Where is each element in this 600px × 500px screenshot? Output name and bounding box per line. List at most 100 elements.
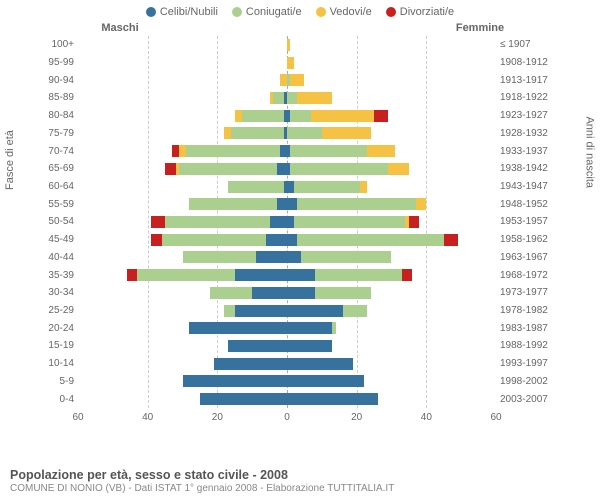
bar-segment [416, 198, 426, 210]
bar-female [287, 305, 496, 317]
bar-female [287, 145, 496, 157]
bar-female [287, 322, 496, 334]
age-label: 65-69 [44, 163, 74, 174]
age-label: 10-14 [44, 358, 74, 369]
bar-segment [287, 92, 297, 104]
bar-segment [189, 198, 276, 210]
bar-segment [287, 39, 290, 51]
bar-segment [287, 340, 332, 352]
bar-female [287, 269, 496, 281]
bar-segment [228, 181, 284, 193]
age-label: 85-89 [44, 92, 74, 103]
age-label: 45-49 [44, 234, 74, 245]
legend-swatch [316, 7, 326, 17]
bar-segment [137, 269, 235, 281]
pyramid-row: 50-541953-1957 [78, 213, 496, 231]
pyramid-row: 70-741933-1937 [78, 142, 496, 160]
x-tick: 60 [72, 412, 83, 423]
bar-segment [183, 251, 256, 263]
bar-segment [189, 322, 287, 334]
x-tick: 20 [212, 412, 223, 423]
bar-segment [294, 181, 360, 193]
bar-segment [280, 145, 287, 157]
bar-segment [290, 163, 388, 175]
bar-segment [183, 375, 288, 387]
bar-male [78, 127, 287, 139]
pyramid-row: 95-991908-1912 [78, 54, 496, 72]
birth-label: 1973-1977 [500, 287, 554, 298]
bar-segment [287, 216, 294, 228]
bar-segment [287, 57, 294, 69]
bar-segment [315, 269, 402, 281]
bar-segment [287, 375, 364, 387]
bar-segment [151, 234, 161, 246]
bar-male [78, 163, 287, 175]
y-axis-label-left: Fasce di età [4, 130, 16, 190]
bar-segment [287, 127, 322, 139]
bar-female [287, 393, 496, 405]
bar-female [287, 57, 496, 69]
bar-segment [280, 74, 287, 86]
bar-segment [200, 393, 287, 405]
pyramid-row: 80-841923-1927 [78, 107, 496, 125]
birth-label: 1913-1917 [500, 75, 554, 86]
legend-item: Celibi/Nubili [146, 6, 218, 18]
bar-male [78, 57, 287, 69]
bar-female [287, 92, 496, 104]
bar-segment [388, 163, 409, 175]
y-axis-label-right: Anni di nascita [584, 116, 596, 188]
legend-item: Coniugati/e [232, 6, 302, 18]
bar-segment [290, 110, 311, 122]
bar-female [287, 287, 496, 299]
bar-male [78, 340, 287, 352]
birth-label: 1993-1997 [500, 358, 554, 369]
bar-male [78, 145, 287, 157]
bar-segment [228, 340, 287, 352]
age-label: 30-34 [44, 287, 74, 298]
bar-male [78, 375, 287, 387]
bar-female [287, 251, 496, 263]
pyramid-row: 5-91998-2002 [78, 373, 496, 391]
x-tick: 40 [421, 412, 432, 423]
birth-label: 1998-2002 [500, 376, 554, 387]
bar-segment [270, 216, 287, 228]
legend-label: Coniugati/e [246, 6, 302, 18]
legend-item: Vedovi/e [316, 6, 372, 18]
age-label: 55-59 [44, 199, 74, 210]
bar-segment [360, 181, 367, 193]
legend-swatch [146, 7, 156, 17]
bar-segment [444, 234, 458, 246]
bar-segment [287, 251, 301, 263]
bar-female [287, 216, 496, 228]
bar-segment [165, 163, 175, 175]
bar-segment [297, 198, 415, 210]
bar-female [287, 163, 496, 175]
bar-female [287, 181, 496, 193]
footer: Popolazione per età, sesso e stato civil… [10, 468, 590, 494]
bar-male [78, 234, 287, 246]
birth-label: 1933-1937 [500, 146, 554, 157]
pyramid-row: 55-591948-1952 [78, 195, 496, 213]
pyramid-row: 35-391968-1972 [78, 266, 496, 284]
bar-male [78, 110, 287, 122]
bar-segment [294, 216, 405, 228]
bar-segment [210, 287, 252, 299]
pyramid-row: 45-491958-1962 [78, 231, 496, 249]
bar-male [78, 269, 287, 281]
bar-segment [252, 287, 287, 299]
birth-label: 2003-2007 [500, 394, 554, 405]
legend: Celibi/Nubili Coniugati/e Vedovi/e Divorzia… [0, 0, 600, 18]
bar-segment [172, 145, 179, 157]
birth-label: 1928-1932 [500, 128, 554, 139]
legend-swatch [232, 7, 242, 17]
age-label: 25-29 [44, 305, 74, 316]
bar-segment [343, 305, 367, 317]
bar-female [287, 234, 496, 246]
bar-male [78, 287, 287, 299]
birth-label: ≤ 1907 [500, 39, 554, 50]
x-tick: 0 [284, 412, 290, 423]
bar-segment [186, 145, 280, 157]
legend-label: Divorziati/e [400, 6, 454, 18]
x-tick: 60 [490, 412, 501, 423]
bar-segment [301, 251, 392, 263]
